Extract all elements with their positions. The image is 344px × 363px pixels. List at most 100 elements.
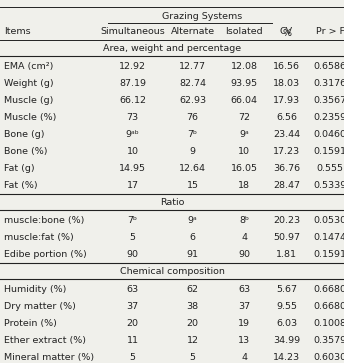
Text: Grazing Systems: Grazing Systems bbox=[162, 12, 242, 21]
Text: 0.3567: 0.3567 bbox=[314, 96, 344, 105]
Text: Humidity (%): Humidity (%) bbox=[4, 285, 66, 294]
Text: 20: 20 bbox=[187, 319, 198, 328]
Text: Ratio: Ratio bbox=[160, 198, 184, 207]
Text: 6.03: 6.03 bbox=[276, 319, 297, 328]
Text: 63: 63 bbox=[126, 285, 139, 294]
Text: 6.56: 6.56 bbox=[276, 113, 297, 122]
Text: 13: 13 bbox=[238, 336, 250, 345]
Text: Simultaneous: Simultaneous bbox=[100, 27, 165, 36]
Text: 91: 91 bbox=[187, 250, 198, 259]
Text: 82.74: 82.74 bbox=[179, 79, 206, 88]
Text: Weight (g): Weight (g) bbox=[4, 79, 54, 88]
Text: 63: 63 bbox=[238, 285, 250, 294]
Text: Ether extract (%): Ether extract (%) bbox=[4, 336, 86, 345]
Text: 62.93: 62.93 bbox=[179, 96, 206, 105]
Text: 9: 9 bbox=[190, 147, 196, 156]
Text: 16.56: 16.56 bbox=[273, 62, 300, 71]
Text: muscle:bone (%): muscle:bone (%) bbox=[4, 216, 85, 225]
Text: 17: 17 bbox=[127, 182, 138, 191]
Text: 0.0460: 0.0460 bbox=[314, 130, 344, 139]
Text: Mineral matter (%): Mineral matter (%) bbox=[4, 353, 94, 362]
Text: 0.1591: 0.1591 bbox=[314, 147, 344, 156]
Text: %: % bbox=[282, 29, 291, 38]
Text: 34.99: 34.99 bbox=[273, 336, 300, 345]
Text: Bone (g): Bone (g) bbox=[4, 130, 45, 139]
Text: 0.3176: 0.3176 bbox=[314, 79, 344, 88]
Text: 37: 37 bbox=[126, 302, 139, 311]
Text: 4: 4 bbox=[241, 353, 247, 362]
Text: 0.6680: 0.6680 bbox=[314, 302, 344, 311]
Text: 5.67: 5.67 bbox=[276, 285, 297, 294]
Text: 0.0530: 0.0530 bbox=[314, 216, 344, 225]
Text: 4: 4 bbox=[241, 233, 247, 242]
Text: 9.55: 9.55 bbox=[276, 302, 297, 311]
Text: 16.05: 16.05 bbox=[231, 164, 258, 174]
Text: 10: 10 bbox=[238, 147, 250, 156]
Text: Fat (%): Fat (%) bbox=[4, 182, 38, 191]
Text: Bone (%): Bone (%) bbox=[4, 147, 47, 156]
Text: 20: 20 bbox=[127, 319, 138, 328]
Text: 73: 73 bbox=[126, 113, 139, 122]
Text: 37: 37 bbox=[238, 302, 250, 311]
Text: 7ᵇ: 7ᵇ bbox=[127, 216, 138, 225]
Text: 50.97: 50.97 bbox=[273, 233, 300, 242]
Text: 0.1591: 0.1591 bbox=[314, 250, 344, 259]
Text: 11: 11 bbox=[127, 336, 138, 345]
Text: 18.03: 18.03 bbox=[273, 79, 300, 88]
Text: Edibe portion (%): Edibe portion (%) bbox=[4, 250, 87, 259]
Text: 72: 72 bbox=[238, 113, 250, 122]
Text: 5: 5 bbox=[129, 233, 136, 242]
Text: 0.5339: 0.5339 bbox=[314, 182, 344, 191]
Text: 15: 15 bbox=[187, 182, 198, 191]
Text: 20.23: 20.23 bbox=[273, 216, 300, 225]
Text: 8ᵇ: 8ᵇ bbox=[239, 216, 249, 225]
Text: 5: 5 bbox=[190, 353, 196, 362]
Text: 66.12: 66.12 bbox=[119, 96, 146, 105]
Text: 0.555: 0.555 bbox=[317, 164, 344, 174]
Text: muscle:fat (%): muscle:fat (%) bbox=[4, 233, 74, 242]
Text: 12.08: 12.08 bbox=[231, 62, 258, 71]
Text: 66.04: 66.04 bbox=[231, 96, 258, 105]
Text: Chemical composition: Chemical composition bbox=[120, 267, 224, 276]
Text: 23.44: 23.44 bbox=[273, 130, 300, 139]
Text: 19: 19 bbox=[238, 319, 250, 328]
Text: Protein (%): Protein (%) bbox=[4, 319, 57, 328]
Text: Pr > F: Pr > F bbox=[316, 27, 344, 36]
Text: 87.19: 87.19 bbox=[119, 79, 146, 88]
Text: 0.6586: 0.6586 bbox=[314, 62, 344, 71]
Text: 12.77: 12.77 bbox=[179, 62, 206, 71]
Text: 0.1008: 0.1008 bbox=[314, 319, 344, 328]
Text: 17.23: 17.23 bbox=[273, 147, 300, 156]
Text: 12: 12 bbox=[187, 336, 198, 345]
Text: 76: 76 bbox=[187, 113, 198, 122]
Text: 9ᵃ: 9ᵃ bbox=[239, 130, 249, 139]
Text: Alternate: Alternate bbox=[171, 27, 215, 36]
Text: 17.93: 17.93 bbox=[273, 96, 300, 105]
Text: 93.95: 93.95 bbox=[231, 79, 258, 88]
Text: 7ᵇ: 7ᵇ bbox=[187, 130, 198, 139]
Text: 12.92: 12.92 bbox=[119, 62, 146, 71]
Text: 0.3579: 0.3579 bbox=[314, 336, 344, 345]
Text: 1.81: 1.81 bbox=[276, 250, 297, 259]
Text: Items: Items bbox=[4, 27, 31, 36]
Text: Dry matter (%): Dry matter (%) bbox=[4, 302, 76, 311]
Text: 28.47: 28.47 bbox=[273, 182, 300, 191]
Text: 36.76: 36.76 bbox=[273, 164, 300, 174]
Text: Muscle (g): Muscle (g) bbox=[4, 96, 54, 105]
Text: Muscle (%): Muscle (%) bbox=[4, 113, 56, 122]
Text: EMA (cm²): EMA (cm²) bbox=[4, 62, 54, 71]
Text: Fat (g): Fat (g) bbox=[4, 164, 35, 174]
Text: Isolated: Isolated bbox=[225, 27, 263, 36]
Text: 62: 62 bbox=[187, 285, 198, 294]
Text: CV: CV bbox=[280, 27, 293, 36]
Text: 0.6030: 0.6030 bbox=[314, 353, 344, 362]
Text: 0.1474: 0.1474 bbox=[314, 233, 344, 242]
Text: 14.23: 14.23 bbox=[273, 353, 300, 362]
Text: 5: 5 bbox=[129, 353, 136, 362]
Text: 9ᵃᵇ: 9ᵃᵇ bbox=[126, 130, 139, 139]
Text: 90: 90 bbox=[127, 250, 138, 259]
Text: 0.6680: 0.6680 bbox=[314, 285, 344, 294]
Text: 18: 18 bbox=[238, 182, 250, 191]
Text: 38: 38 bbox=[186, 302, 199, 311]
Text: 14.95: 14.95 bbox=[119, 164, 146, 174]
